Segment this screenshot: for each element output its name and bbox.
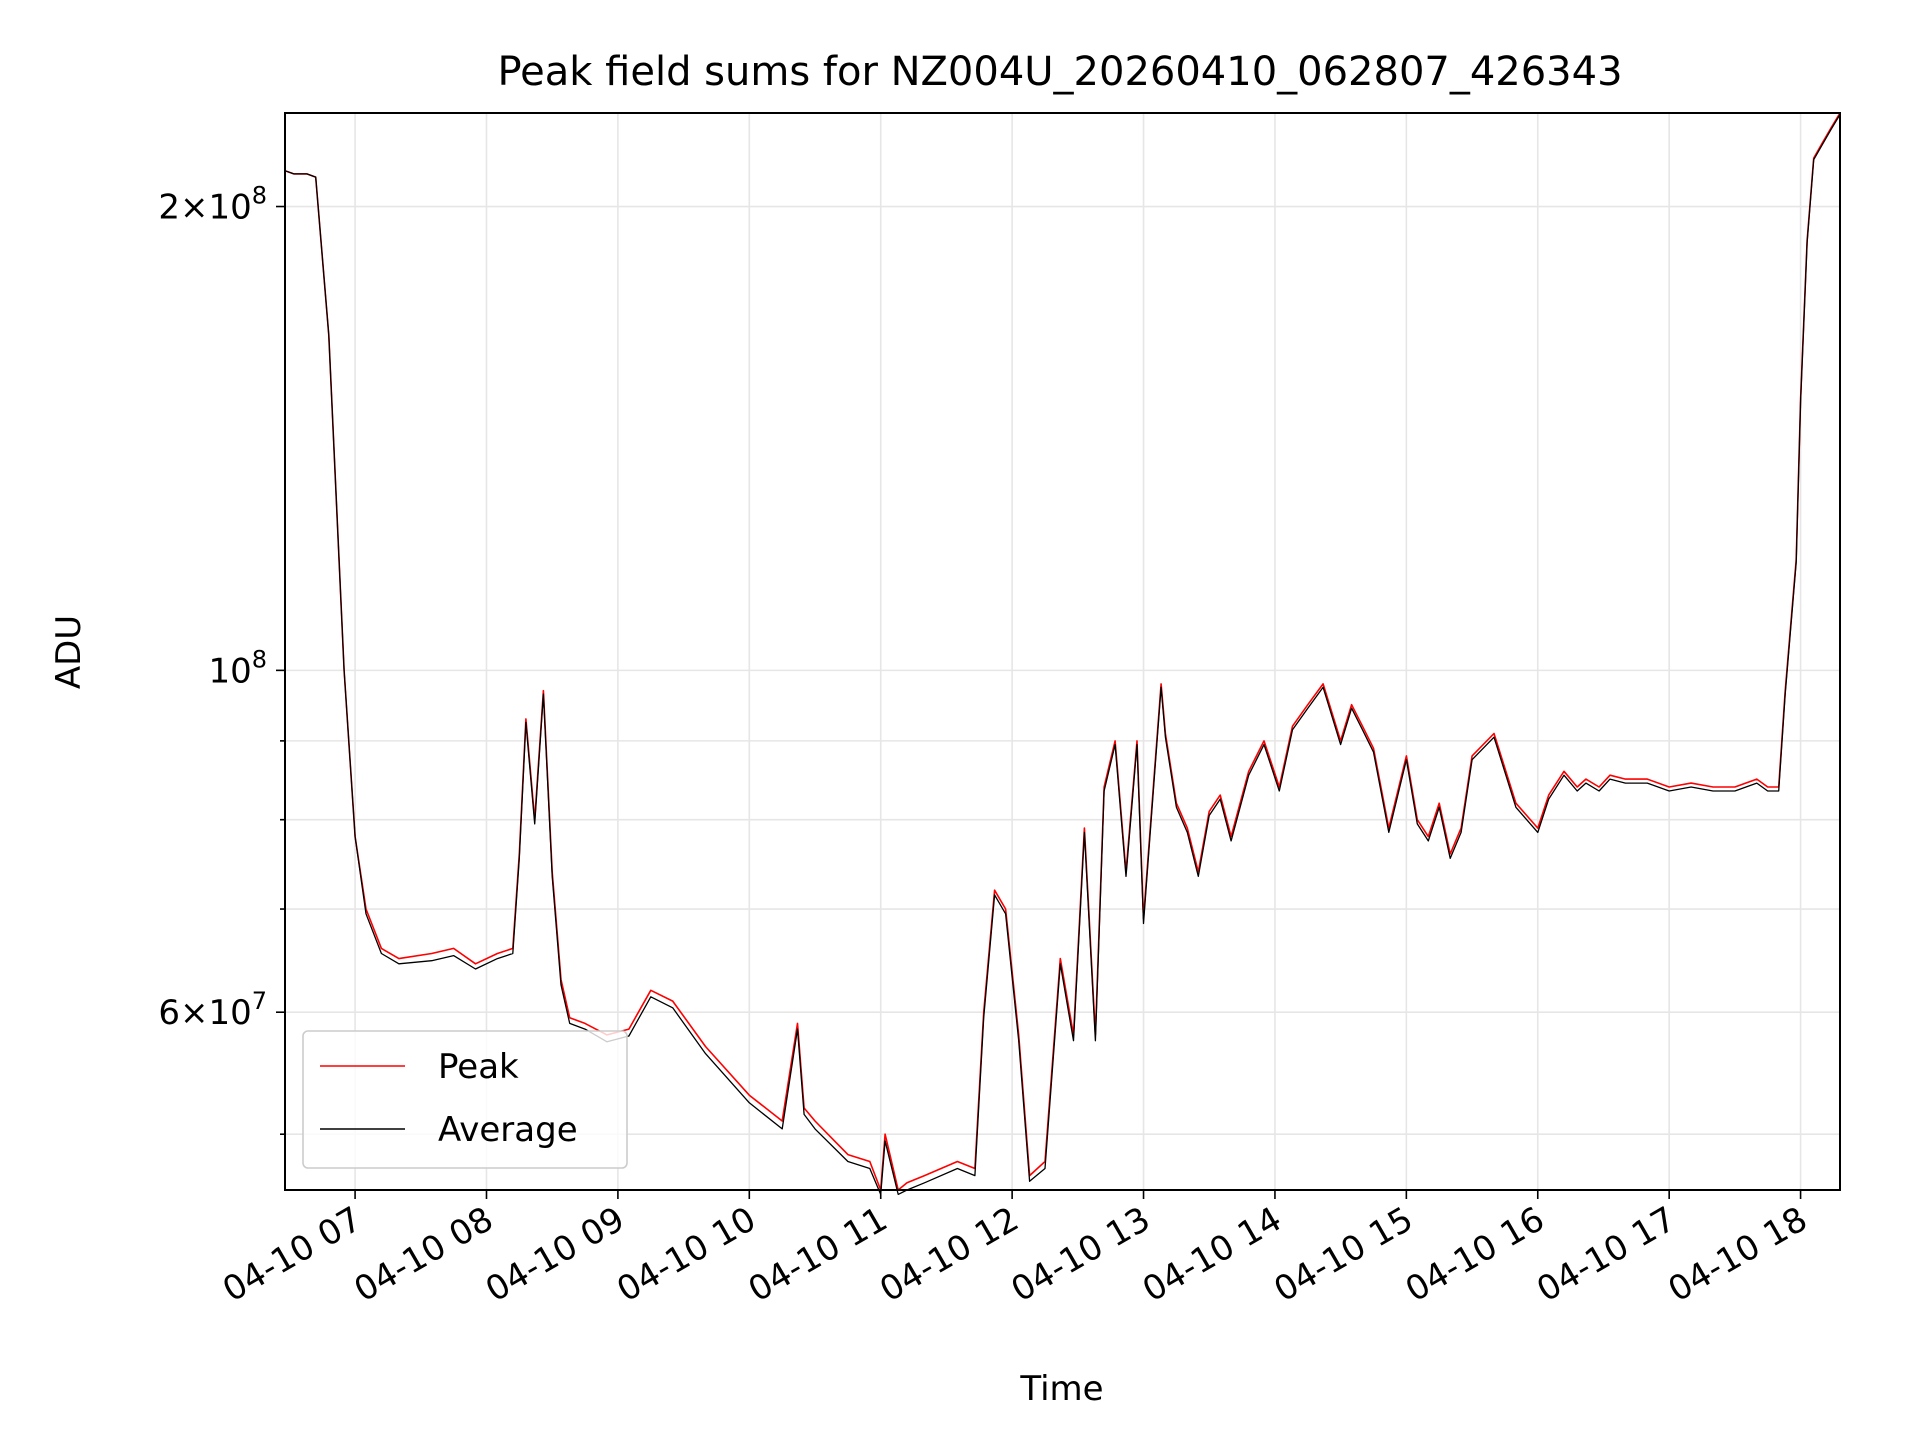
series-layer [284, 112, 1841, 1196]
series-line-average [284, 114, 1841, 1196]
grid-layer [285, 113, 1840, 1190]
x-axis-label: Time [1019, 1369, 1103, 1409]
y-tick-label: 2×108 [158, 182, 267, 228]
legend: Peak Average [302, 1030, 628, 1169]
legend-label-peak: Peak [438, 1047, 519, 1087]
chart-title: Peak field sums for NZ004U_20260410_0628… [497, 49, 1622, 95]
legend-label-average: Average [438, 1110, 578, 1150]
y-tick-label: 6×107 [158, 987, 267, 1033]
y-axis-label: ADU [49, 615, 89, 689]
plot-frame [284, 112, 1841, 1191]
